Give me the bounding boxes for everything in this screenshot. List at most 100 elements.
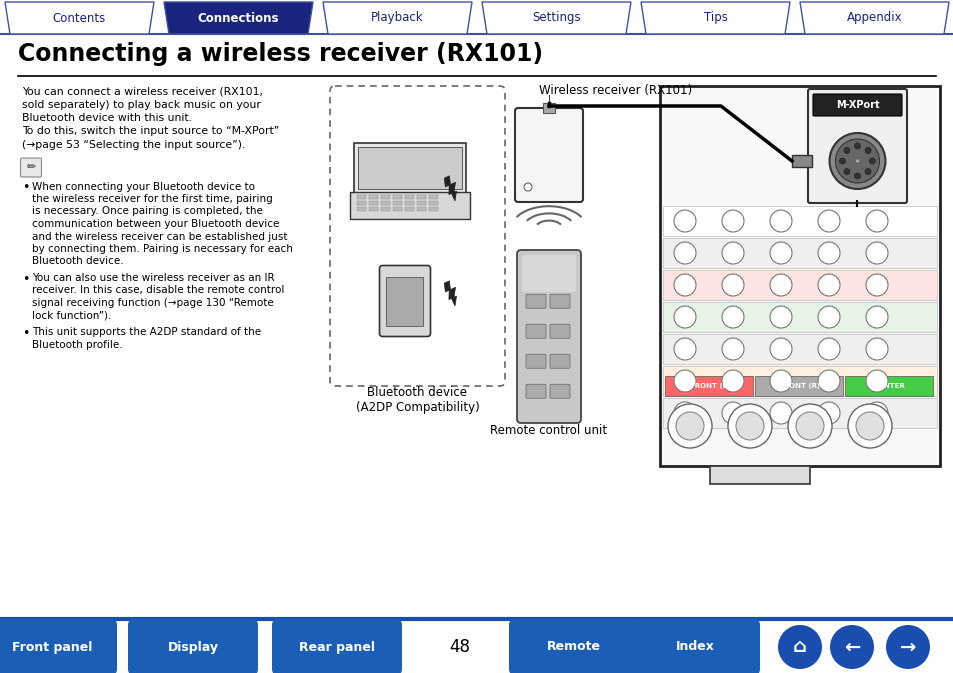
Circle shape (769, 402, 791, 424)
Circle shape (769, 274, 791, 296)
FancyBboxPatch shape (357, 147, 461, 189)
Polygon shape (323, 2, 472, 34)
FancyBboxPatch shape (662, 270, 936, 300)
Text: Contents: Contents (52, 11, 106, 24)
FancyBboxPatch shape (416, 195, 426, 199)
FancyBboxPatch shape (429, 195, 437, 199)
Polygon shape (481, 2, 630, 34)
Text: This unit supports the A2DP standard of the: This unit supports the A2DP standard of … (32, 327, 261, 337)
Text: Playback: Playback (371, 11, 423, 24)
FancyBboxPatch shape (812, 94, 901, 116)
Circle shape (865, 338, 887, 360)
Circle shape (817, 306, 840, 328)
Circle shape (787, 404, 831, 448)
Text: When connecting your Bluetooth device to: When connecting your Bluetooth device to (32, 182, 254, 192)
FancyBboxPatch shape (525, 324, 545, 339)
Polygon shape (5, 2, 153, 34)
FancyBboxPatch shape (128, 619, 257, 673)
Text: Bluetooth device.: Bluetooth device. (32, 256, 124, 267)
FancyBboxPatch shape (405, 207, 414, 211)
FancyBboxPatch shape (20, 158, 42, 177)
Text: Front panel: Front panel (11, 641, 92, 653)
FancyBboxPatch shape (356, 207, 366, 211)
Text: Display: Display (168, 641, 218, 653)
Circle shape (673, 338, 696, 360)
FancyBboxPatch shape (380, 195, 390, 199)
Circle shape (769, 210, 791, 232)
FancyBboxPatch shape (416, 201, 426, 205)
FancyBboxPatch shape (393, 195, 401, 199)
Polygon shape (444, 176, 456, 201)
FancyBboxPatch shape (429, 201, 437, 205)
Text: Bluetooth device
(A2DP Compatibility): Bluetooth device (A2DP Compatibility) (355, 386, 478, 414)
Text: Bluetooth profile.: Bluetooth profile. (32, 339, 123, 349)
Text: Settings: Settings (532, 11, 580, 24)
FancyBboxPatch shape (525, 354, 545, 368)
FancyBboxPatch shape (369, 201, 377, 205)
FancyBboxPatch shape (393, 207, 401, 211)
Circle shape (727, 404, 771, 448)
FancyBboxPatch shape (0, 619, 117, 673)
Circle shape (817, 370, 840, 392)
Circle shape (817, 242, 840, 264)
Text: M-XPort: M-XPort (835, 100, 879, 110)
FancyBboxPatch shape (405, 201, 414, 205)
Circle shape (854, 173, 860, 179)
Circle shape (673, 402, 696, 424)
Circle shape (673, 274, 696, 296)
FancyBboxPatch shape (550, 324, 569, 339)
FancyBboxPatch shape (356, 195, 366, 199)
Circle shape (829, 625, 873, 669)
FancyBboxPatch shape (709, 466, 809, 484)
Text: Bluetooth device with this unit.: Bluetooth device with this unit. (22, 113, 192, 123)
Circle shape (673, 242, 696, 264)
Circle shape (523, 183, 532, 191)
Text: Remote control unit: Remote control unit (490, 424, 607, 437)
FancyBboxPatch shape (405, 195, 414, 199)
FancyBboxPatch shape (272, 619, 401, 673)
Text: Index: Index (675, 641, 714, 653)
FancyBboxPatch shape (791, 155, 811, 167)
Text: You can also use the wireless receiver as an IR: You can also use the wireless receiver a… (32, 273, 274, 283)
FancyBboxPatch shape (515, 108, 582, 202)
FancyBboxPatch shape (659, 86, 939, 466)
Circle shape (721, 402, 743, 424)
Text: and the wireless receiver can be established just: and the wireless receiver can be establi… (32, 232, 287, 242)
Text: (→page 53 “Selecting the input source”).: (→page 53 “Selecting the input source”). (22, 140, 245, 150)
Text: CENTER: CENTER (874, 383, 904, 389)
Circle shape (817, 210, 840, 232)
Text: To do this, switch the input source to “M-XPort”: To do this, switch the input source to “… (22, 127, 279, 137)
Circle shape (673, 210, 696, 232)
FancyBboxPatch shape (350, 192, 470, 219)
Circle shape (721, 338, 743, 360)
Text: signal receiving function (→page 130 “Remote: signal receiving function (→page 130 “Re… (32, 298, 274, 308)
Circle shape (843, 147, 849, 153)
Circle shape (721, 210, 743, 232)
Circle shape (885, 625, 929, 669)
FancyBboxPatch shape (525, 294, 545, 308)
Circle shape (854, 143, 860, 149)
FancyBboxPatch shape (356, 201, 366, 205)
Circle shape (847, 404, 891, 448)
Text: •: • (22, 273, 30, 286)
FancyBboxPatch shape (416, 207, 426, 211)
Text: FRONT (R): FRONT (R) (779, 383, 820, 389)
Circle shape (769, 242, 791, 264)
Polygon shape (164, 2, 313, 34)
Text: You can connect a wireless receiver (RX101,: You can connect a wireless receiver (RX1… (22, 86, 263, 96)
Text: Connecting a wireless receiver (RX101): Connecting a wireless receiver (RX101) (18, 42, 542, 66)
Circle shape (795, 412, 823, 440)
Text: sold separately) to play back music on your: sold separately) to play back music on y… (22, 100, 260, 110)
FancyBboxPatch shape (550, 384, 569, 398)
FancyBboxPatch shape (517, 250, 580, 423)
FancyBboxPatch shape (380, 207, 390, 211)
Text: Appendix: Appendix (846, 11, 902, 24)
Circle shape (769, 306, 791, 328)
FancyBboxPatch shape (509, 619, 639, 673)
FancyBboxPatch shape (807, 89, 906, 203)
Polygon shape (444, 281, 456, 306)
Circle shape (864, 169, 870, 174)
FancyBboxPatch shape (662, 398, 936, 428)
Text: lock function”).: lock function”). (32, 310, 112, 320)
FancyBboxPatch shape (662, 206, 936, 236)
